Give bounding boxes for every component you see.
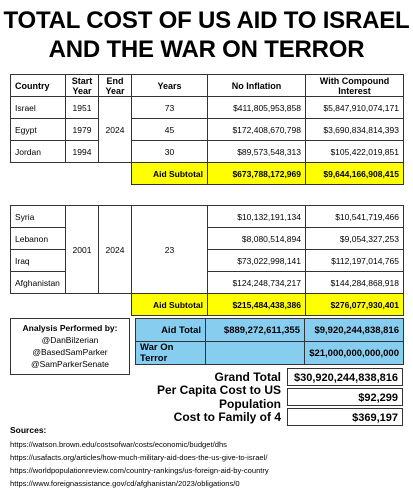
compound-cell: $105,422,019,851 [305,140,404,163]
country-cell: Syria [10,205,66,228]
compound-cell: $3,690,834,814,393 [305,118,404,141]
no-inflation-cell: $10,132,191,134 [207,205,306,228]
war-on-terror-row: War On Terror $21,000,000,000,000 [135,341,404,365]
subtotal-no-inflation: $673,788,172,969 [207,162,306,185]
family-cost-row: Cost to Family of 4 $369,197 [100,407,403,427]
table-row: Egypt 1979 45 $172,408,670,798 $3,690,83… [10,118,404,141]
subtotal-label: Aid Subtotal [131,293,208,316]
per-capita-row: Per Capita Cost to US Population $92,299 [100,383,403,411]
end-year-cell: 2024 [98,96,132,163]
war-on-terror-label: War On Terror [135,341,206,365]
start-year-cell: 1994 [65,140,99,163]
aid-table-2: Syria 2001 2024 23 $10,132,191,134 $10,5… [10,205,404,316]
compound-cell: $9,054,327,253 [305,227,404,250]
title-line-1: TOTAL COST OF US AID TO ISRAEL [3,7,410,34]
source-link[interactable]: https://worldpopulationreview.com/countr… [10,466,269,475]
subtotal-compound: $276,077,930,401 [305,293,404,316]
table-row: Afghanistan $124,248,734,217 $144,284,86… [10,271,404,294]
subtotal-no-inflation: $215,484,438,386 [207,293,306,316]
header-country: Country [10,74,66,97]
subtotal-row: Aid Subtotal $215,484,438,386 $276,077,9… [11,293,404,316]
country-cell: Israel [10,96,66,119]
header-start-year: Start Year [65,74,99,97]
analysis-handle: @DanBilzerian [41,335,99,345]
compound-cell: $144,284,868,918 [305,271,404,294]
years-cell: 45 [131,118,208,141]
family-cost-label: Cost to Family of 4 [173,410,281,424]
subtotal-label: Aid Subtotal [131,162,208,185]
grand-total-row: Grand Total $30,920,244,838,816 [100,367,403,387]
analysis-credit-box: Analysis Performed by: @DanBilzerian @Ba… [10,318,130,375]
per-capita-label: Per Capita Cost to US Population [156,383,281,411]
start-year-cell: 2001 [65,205,99,294]
years-cell: 73 [131,96,208,119]
source-link[interactable]: https://usafacts.org/articles/how-much-m… [10,453,268,462]
analysis-handle: @SamParkerSenate [30,359,110,369]
source-link[interactable]: https://watson.brown.edu/costsofwar/cost… [10,440,227,449]
years-cell: 23 [131,205,208,294]
aid-total-row: Aid Total $889,272,611,355 $9,920,244,83… [135,318,404,342]
years-cell: 30 [131,140,208,163]
aid-total-table: Aid Total $889,272,611,355 $9,920,244,83… [135,318,404,365]
country-cell: Lebanon [10,227,66,250]
no-inflation-cell: $73,022,998,141 [207,249,306,272]
totals-section: Grand Total $30,920,244,838,816 Per Capi… [100,367,403,427]
table-header-row: Country Start Year End Year Years No Inf… [10,74,404,97]
table-row: Syria 2001 2024 23 $10,132,191,134 $10,5… [10,205,404,294]
start-year-cell: 1979 [65,118,99,141]
compound-cell: $5,847,910,074,171 [305,96,404,119]
aid-total-compound: $9,920,244,838,816 [304,318,404,342]
aid-table-1: Country Start Year End Year Years No Inf… [10,74,404,185]
table-row: Lebanon $8,080,514,894 $9,054,327,253 [10,227,404,250]
start-year-cell: 1951 [65,96,99,119]
sources-section: Sources: https://watson.brown.edu/costso… [10,424,405,490]
title-line-2: AND THE WAR ON TERROR [48,36,365,63]
subtotal-row: Aid Subtotal $673,788,172,969 $9,644,166… [11,162,404,185]
header-end-year: End Year [98,74,132,97]
no-inflation-cell: $89,573,548,313 [207,140,306,163]
no-inflation-cell: $172,408,670,798 [207,118,306,141]
table-row: Israel 1951 2024 73 $411,805,953,858 $5,… [10,96,404,163]
aid-total-no-inflation: $889,272,611,355 [205,318,305,342]
country-cell: Jordan [10,140,66,163]
country-cell: Afghanistan [10,271,66,294]
per-capita-value: $92,299 [287,388,403,406]
war-on-terror-compound: $21,000,000,000,000 [304,341,404,365]
country-cell: Egypt [10,118,66,141]
source-link[interactable]: https://www.foreignassistance.gov/cd/afg… [10,479,240,488]
compound-cell: $10,541,719,466 [305,205,404,228]
aid-total-label: Aid Total [135,318,206,342]
compound-cell: $112,197,014,765 [305,249,404,272]
subtotal-compound: $9,644,166,908,415 [305,162,404,185]
no-inflation-cell: $8,080,514,894 [207,227,306,250]
analysis-label: Analysis Performed by: [22,323,118,333]
no-inflation-cell: $124,248,734,217 [207,271,306,294]
header-compound: With Compound Interest [305,74,404,97]
header-no-inflation: No Inflation [207,74,306,97]
end-year-cell: 2024 [98,205,132,294]
no-inflation-cell: $411,805,953,858 [207,96,306,119]
grand-total-label: Grand Total [214,370,281,384]
aid-total-box: Aid Total $889,272,611,355 $9,920,244,83… [135,318,404,365]
table-row: Jordan 1994 30 $89,573,548,313 $105,422,… [10,140,404,163]
analysis-handle: @BasedSamParker [32,347,108,357]
country-cell: Iraq [10,249,66,272]
family-cost-value: $369,197 [287,408,403,426]
grand-total-value: $30,920,244,838,816 [287,368,403,386]
page-title: TOTAL COST OF US AID TO ISRAEL AND THE W… [0,6,413,64]
header-years: Years [131,74,208,97]
sources-heading: Sources: [10,425,47,435]
